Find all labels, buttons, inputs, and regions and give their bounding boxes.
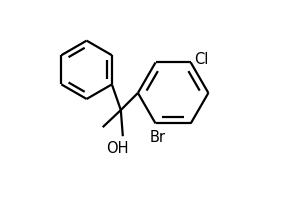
Text: Cl: Cl: [194, 52, 209, 67]
Text: OH: OH: [106, 141, 129, 156]
Text: Br: Br: [149, 131, 166, 145]
